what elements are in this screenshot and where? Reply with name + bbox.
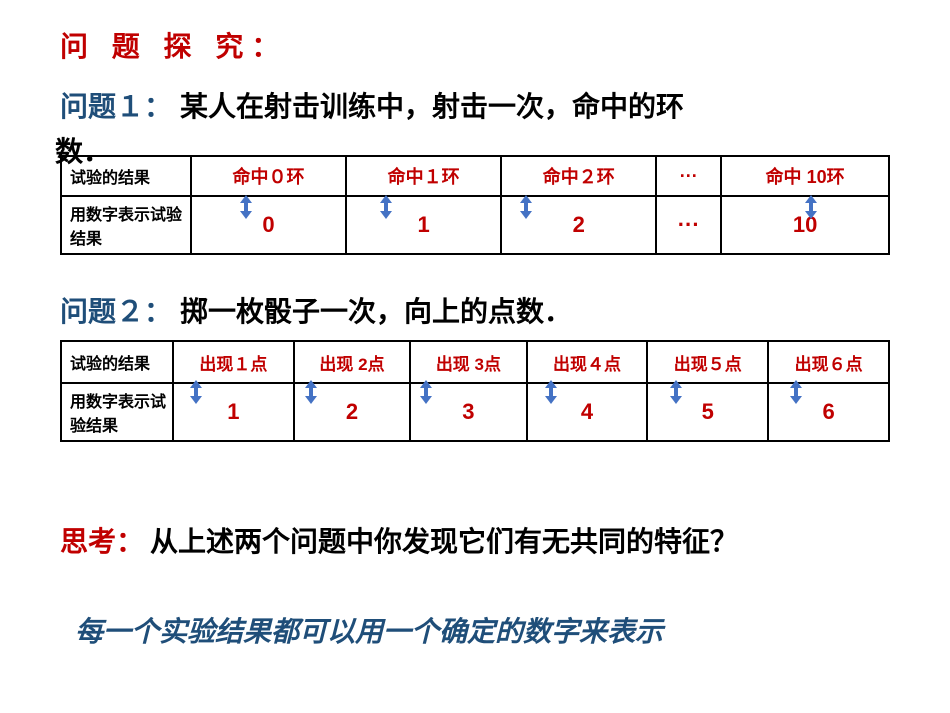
cell: ···: [656, 156, 721, 196]
cell: 出现４点: [527, 341, 648, 383]
cell: 1: [346, 196, 501, 254]
cell: 出现 2点: [294, 341, 410, 383]
think-label: 思考：: [60, 520, 144, 560]
cell: 出现１点: [173, 341, 294, 383]
question-2-text: 掷一枚骰子一次，向上的点数．: [180, 290, 572, 330]
cell: 出现５点: [647, 341, 768, 383]
row-header: 用数字表示试验结果: [61, 196, 191, 254]
cell: 命中１环: [346, 156, 501, 196]
cell: 出现６点: [768, 341, 889, 383]
question-1-label: 问题１：: [60, 85, 172, 125]
table-row: 试验的结果 出现１点 出现 2点 出现 3点 出现４点 出现５点 出现６点: [61, 341, 889, 383]
cell: 命中０环: [191, 156, 346, 196]
table-row: 用数字表示试验结果 1 2 3 4 5 6: [61, 383, 889, 441]
cell: 出现 3点: [410, 341, 526, 383]
cell: 3: [410, 383, 526, 441]
table-2: 试验的结果 出现１点 出现 2点 出现 3点 出现４点 出现５点 出现６点 用数…: [60, 340, 890, 442]
cell: 命中 10环: [721, 156, 889, 196]
section-title: 问 题 探 究：: [60, 25, 287, 65]
cell: 6: [768, 383, 889, 441]
row-header: 试验的结果: [61, 156, 191, 196]
cell: 2: [501, 196, 656, 254]
table-row: 用数字表示试验结果 0 1 2 ··· 10: [61, 196, 889, 254]
conclusion-text: 每一个实验结果都可以用一个确定的数字来表示: [75, 610, 663, 650]
table-row: 试验的结果 命中０环 命中１环 命中２环 ··· 命中 10环: [61, 156, 889, 196]
cell: 1: [173, 383, 294, 441]
row-header: 用数字表示试验结果: [61, 383, 173, 441]
think-text: 从上述两个问题中你发现它们有无共同的特征？: [150, 520, 738, 560]
cell: ···: [656, 196, 721, 254]
question-1-text-line1: 某人在射击训练中，射击一次，命中的环: [180, 85, 860, 125]
row-header: 试验的结果: [61, 341, 173, 383]
cell: 5: [647, 383, 768, 441]
cell: 0: [191, 196, 346, 254]
cell: 10: [721, 196, 889, 254]
cell: 4: [527, 383, 648, 441]
question-2-label: 问题２：: [60, 290, 172, 330]
cell: 2: [294, 383, 410, 441]
table-1: 试验的结果 命中０环 命中１环 命中２环 ··· 命中 10环 用数字表示试验结…: [60, 155, 890, 255]
cell: 命中２环: [501, 156, 656, 196]
